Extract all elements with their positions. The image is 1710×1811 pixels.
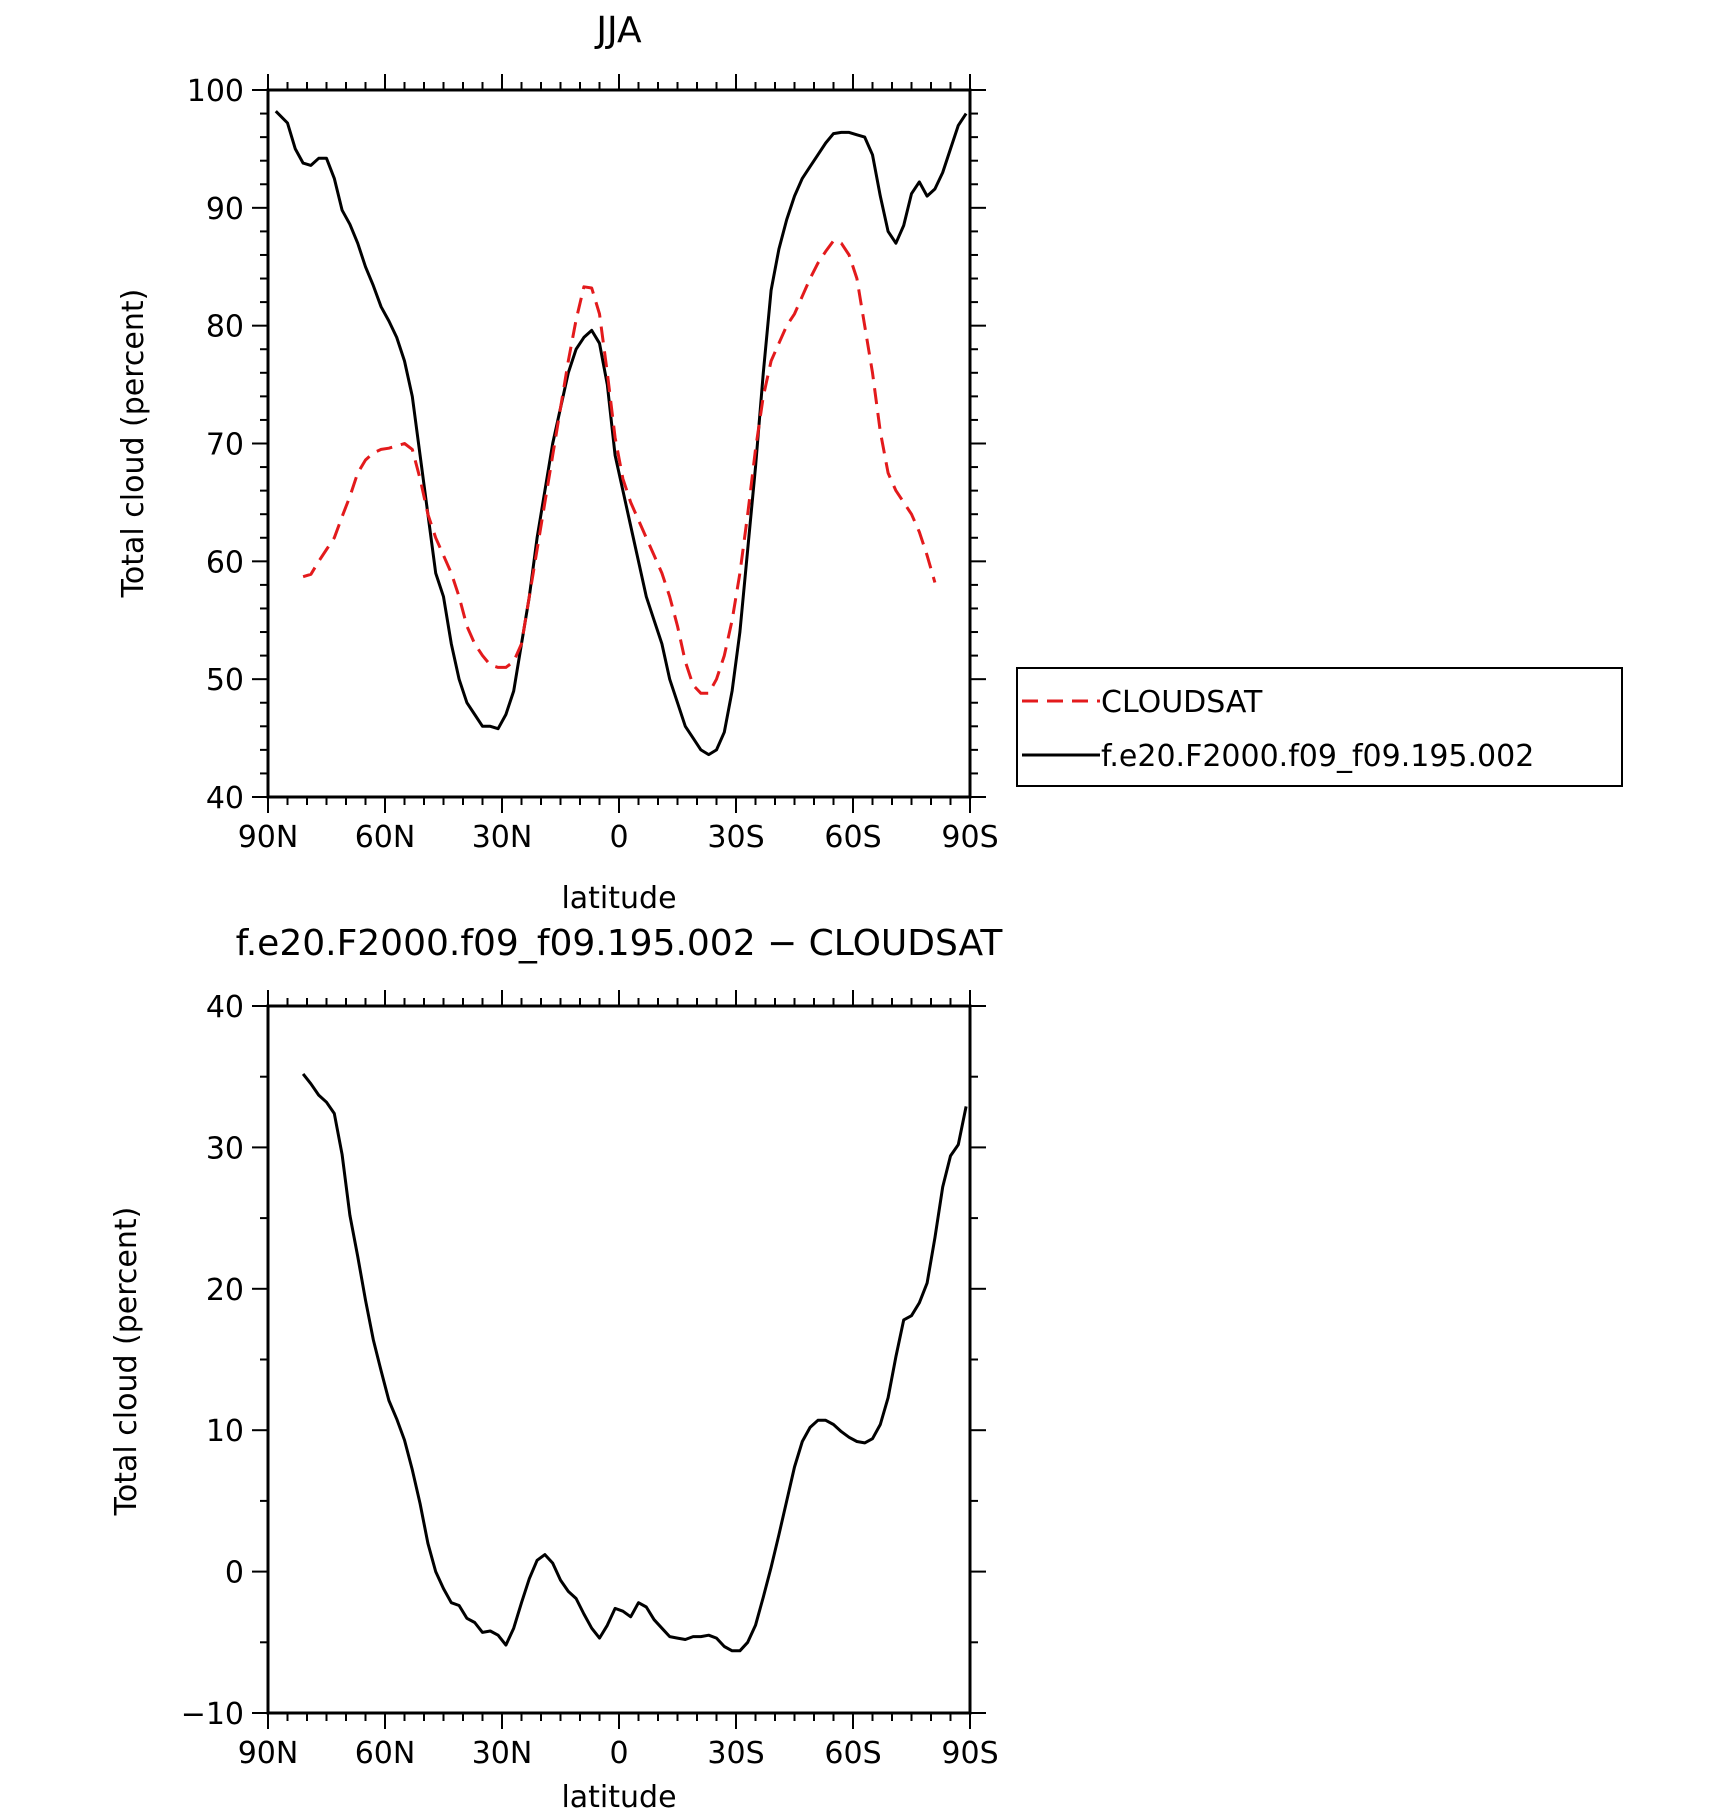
bottom-y-axis-label: Total cloud (percent) xyxy=(109,1207,144,1517)
top-y-tick-label: 40 xyxy=(206,781,244,816)
bottom-y-tick-label: 40 xyxy=(206,990,244,1025)
bottom-x-tick-label: 30S xyxy=(707,1736,764,1771)
bottom-y-tick-label: 30 xyxy=(206,1131,244,1166)
bottom-series-lines xyxy=(301,1072,968,1653)
top-y-tick-label: 70 xyxy=(206,428,244,463)
bottom-y-tick-label: −10 xyxy=(181,1697,244,1732)
top-plot-frame xyxy=(266,88,972,799)
top-x-axis-label: latitude xyxy=(561,881,676,916)
top-axis-ticks xyxy=(252,74,986,813)
bottom-chart-title: f.e20.F2000.f09_f09.195.002 − CLOUDSAT xyxy=(236,923,1004,964)
bottom-x-tick-label: 0 xyxy=(609,1736,628,1771)
bottom-x-axis-label: latitude xyxy=(561,1780,676,1811)
top-y-tick-label: 100 xyxy=(187,74,244,109)
top-tick-labels: 90N 60N 30N 0 30S 60S 90S 40 50 60 70 80 90 100 xyxy=(187,74,999,855)
top-chart-title: JJA xyxy=(594,10,642,51)
bottom-y-tick-label: 20 xyxy=(206,1273,244,1308)
legend-box xyxy=(1016,667,1623,787)
bottom-y-tick-label: 10 xyxy=(206,1414,244,1449)
bottom-x-tick-label: 90S xyxy=(941,1736,998,1771)
bottom-y-tick-label: 0 xyxy=(225,1556,244,1591)
top-x-tick-label: 60N xyxy=(355,820,416,855)
bottom-panel: f.e20.F2000.f09_f09.195.002 − CLOUDSAT T… xyxy=(109,923,1003,1811)
bottom-x-tick-label: 90N xyxy=(238,1736,299,1771)
top-x-tick-label: 0 xyxy=(609,820,628,855)
top-series-lines xyxy=(274,110,968,757)
bottom-axis-ticks xyxy=(252,990,986,1729)
bottom-x-tick-label: 60N xyxy=(355,1736,416,1771)
legend-label-cloudsat: CLOUDSAT xyxy=(1101,685,1263,720)
bottom-plot-frame xyxy=(266,1004,972,1715)
top-x-tick-label: 90N xyxy=(238,820,299,855)
top-series-line-cloudsat xyxy=(302,239,937,695)
bottom-series-line-model xyxy=(301,1072,968,1653)
top-panel: JJA Total cloud (percent) latitude 90N 60… xyxy=(116,10,1623,916)
top-y-axis-label: Total cloud (percent) xyxy=(116,289,151,599)
legend: CLOUDSAT f.e20.F2000.f09_f09.195.002 xyxy=(1016,667,1623,787)
top-y-tick-label: 50 xyxy=(206,663,244,698)
top-y-tick-label: 60 xyxy=(206,545,244,580)
top-y-tick-label: 80 xyxy=(206,310,244,345)
top-y-tick-label: 90 xyxy=(206,192,244,227)
bottom-tick-labels: 90N 60N 30N 0 30S 60S 90S −10 0 10 20 30 40 xyxy=(181,990,999,1771)
top-x-tick-label: 30S xyxy=(707,820,764,855)
bottom-x-tick-label: 30N xyxy=(472,1736,533,1771)
top-x-tick-label: 60S xyxy=(824,820,881,855)
top-series-line-model xyxy=(274,110,968,757)
top-x-tick-label: 30N xyxy=(472,820,533,855)
bottom-x-tick-label: 60S xyxy=(824,1736,881,1771)
top-x-tick-label: 90S xyxy=(941,820,998,855)
legend-label-model: f.e20.F2000.f09_f09.195.002 xyxy=(1101,739,1534,774)
